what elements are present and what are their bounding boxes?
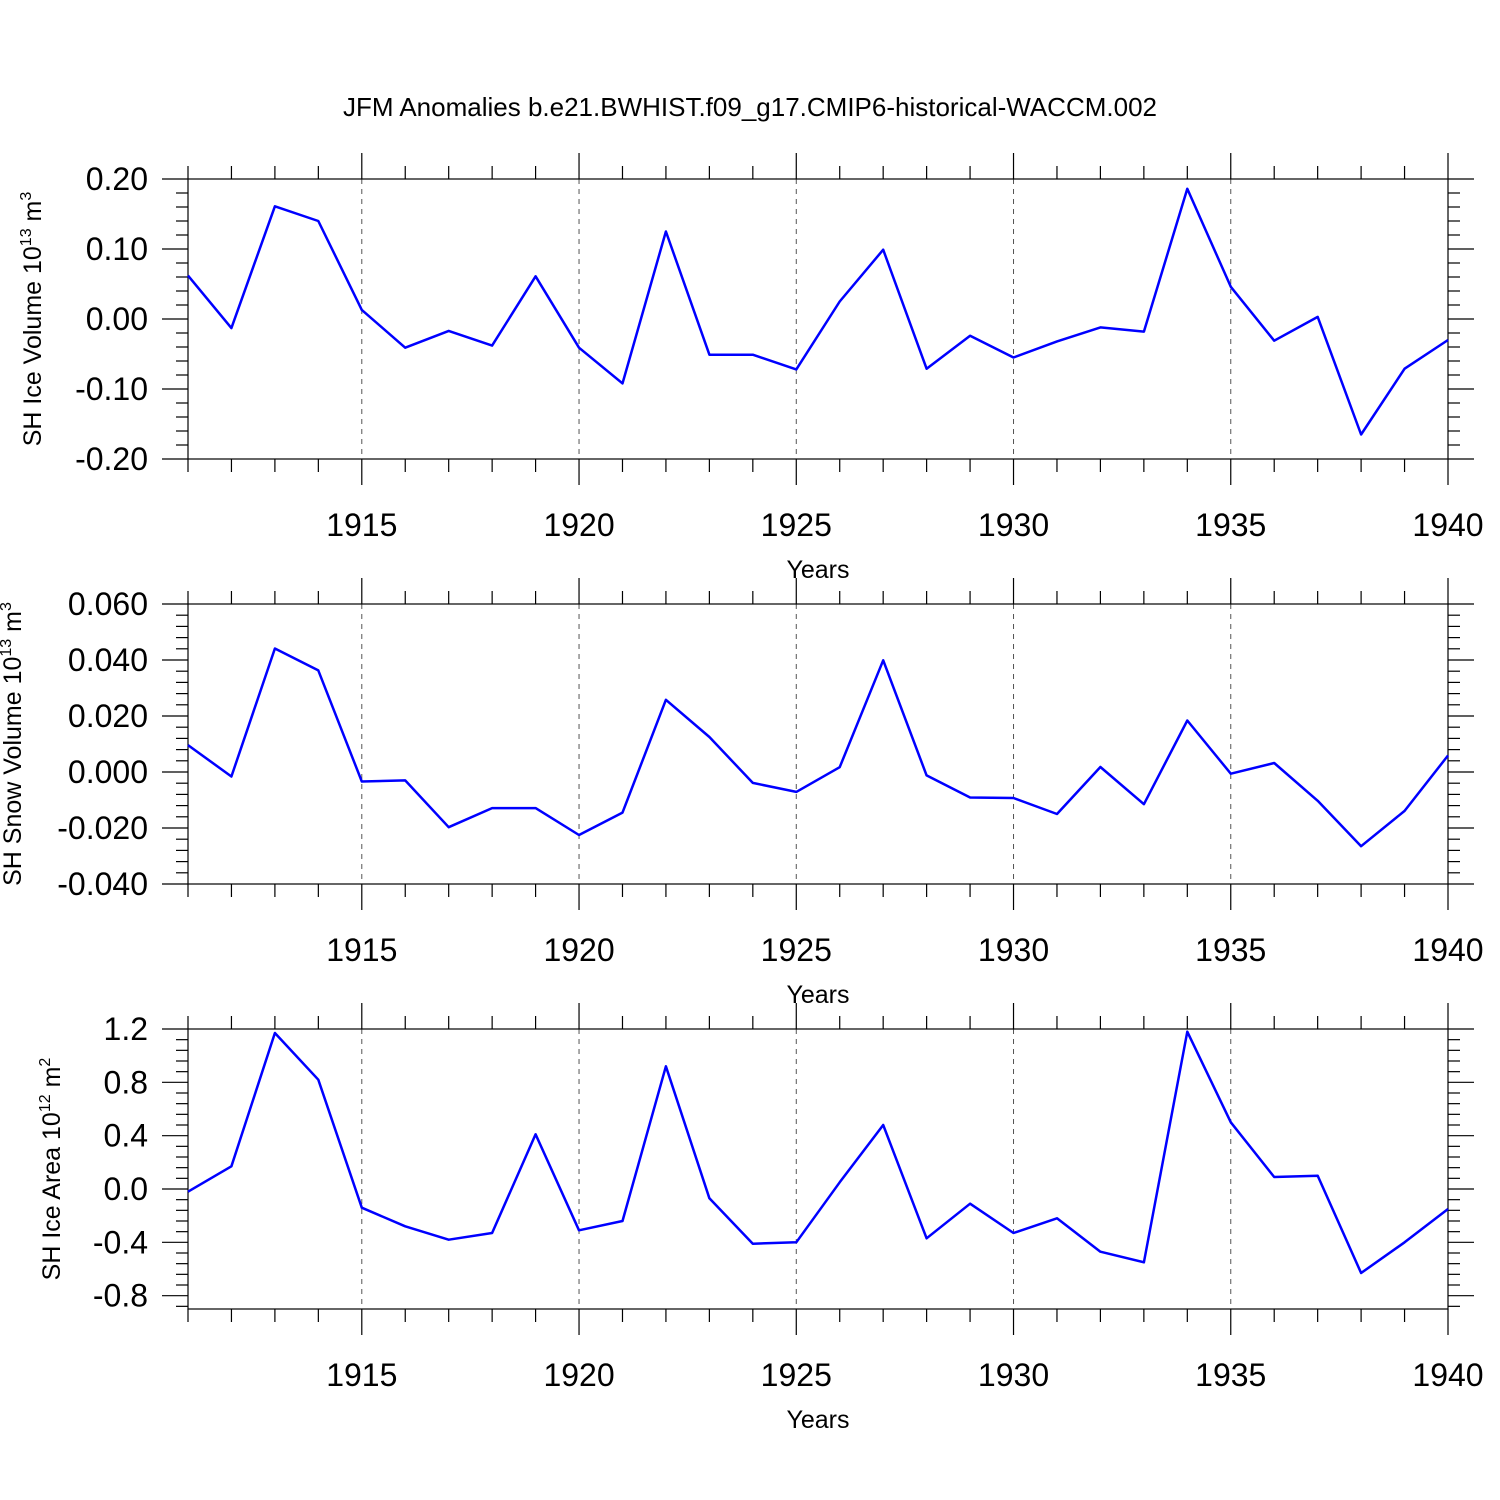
x-tick-label: 1925 [761, 932, 832, 968]
y-tick-label: 0.060 [68, 586, 148, 622]
y-tick-label: 0.4 [104, 1118, 148, 1154]
y-axis-label: SH Ice Area 1012 m2 [37, 1058, 66, 1281]
y-tick-label: -0.020 [57, 810, 148, 846]
plot-frame [187, 178, 1449, 460]
x-tick-label: 1930 [978, 507, 1049, 543]
y-tick-label: -0.8 [93, 1278, 148, 1314]
y-tick-label: -0.040 [57, 866, 148, 902]
y-tick-label: 0.020 [68, 698, 148, 734]
x-tick-label: 1915 [326, 932, 397, 968]
y-tick-label: -0.20 [75, 441, 148, 477]
y-tick-label: 0.000 [68, 754, 148, 790]
x-axis-label: Years [786, 1406, 849, 1434]
x-tick-label: 1940 [1412, 932, 1483, 968]
x-tick-label: 1930 [978, 1357, 1049, 1393]
plot-frame [187, 1028, 1449, 1310]
plot-frame [187, 603, 1449, 885]
y-tick-label: -0.4 [93, 1224, 148, 1260]
series-line [187, 647, 1449, 848]
x-tick-label: 1915 [326, 507, 397, 543]
x-tick-label: 1935 [1195, 1357, 1266, 1393]
x-tick-label: 1935 [1195, 507, 1266, 543]
y-tick-label: 0.10 [86, 231, 148, 267]
y-axis-label: SH Snow Volume 1013 m3 [0, 602, 27, 886]
figure-title: JFM Anomalies b.e21.BWHIST.f09_g17.CMIP6… [343, 92, 1157, 122]
x-tick-label: 1940 [1412, 1357, 1483, 1393]
x-tick-label: 1925 [761, 1357, 832, 1393]
panel-ice-area: 1915 1920 1925 1930 1935 1940 1.2 0.8 0.4 0.0 -0.4… [37, 1003, 1484, 1434]
x-tick-label: 1940 [1412, 507, 1483, 543]
x-tick-label: 1935 [1195, 932, 1266, 968]
y-tick-label: 0.8 [104, 1064, 148, 1100]
panel-ice-volume: 1915 1920 1925 1930 1935 1940 0.20 0.10 0.00 -0.1… [18, 153, 1484, 584]
y-tick-label: 0.0 [104, 1171, 148, 1207]
series-line [187, 1030, 1449, 1275]
x-tick-label: 1920 [543, 1357, 614, 1393]
y-tick-label: 0.00 [86, 301, 148, 337]
panel-snow-volume: 1915 1920 1925 1930 1935 1940 0.060 0.040 0.020 0… [0, 578, 1484, 1009]
y-tick-label: 0.040 [68, 642, 148, 678]
x-axis-label: Years [786, 981, 849, 1009]
x-tick-label: 1925 [761, 507, 832, 543]
x-tick-label: 1930 [978, 932, 1049, 968]
y-tick-label: 1.2 [104, 1011, 148, 1047]
y-tick-label: -0.10 [75, 371, 148, 407]
x-axis-label: Years [786, 556, 849, 584]
x-tick-label: 1920 [543, 932, 614, 968]
x-tick-label: 1915 [326, 1357, 397, 1393]
y-tick-label: 0.20 [86, 161, 148, 197]
x-tick-label: 1920 [543, 507, 614, 543]
y-axis-label: SH Ice Volume 1013 m3 [18, 192, 47, 447]
series-line [187, 187, 1449, 436]
